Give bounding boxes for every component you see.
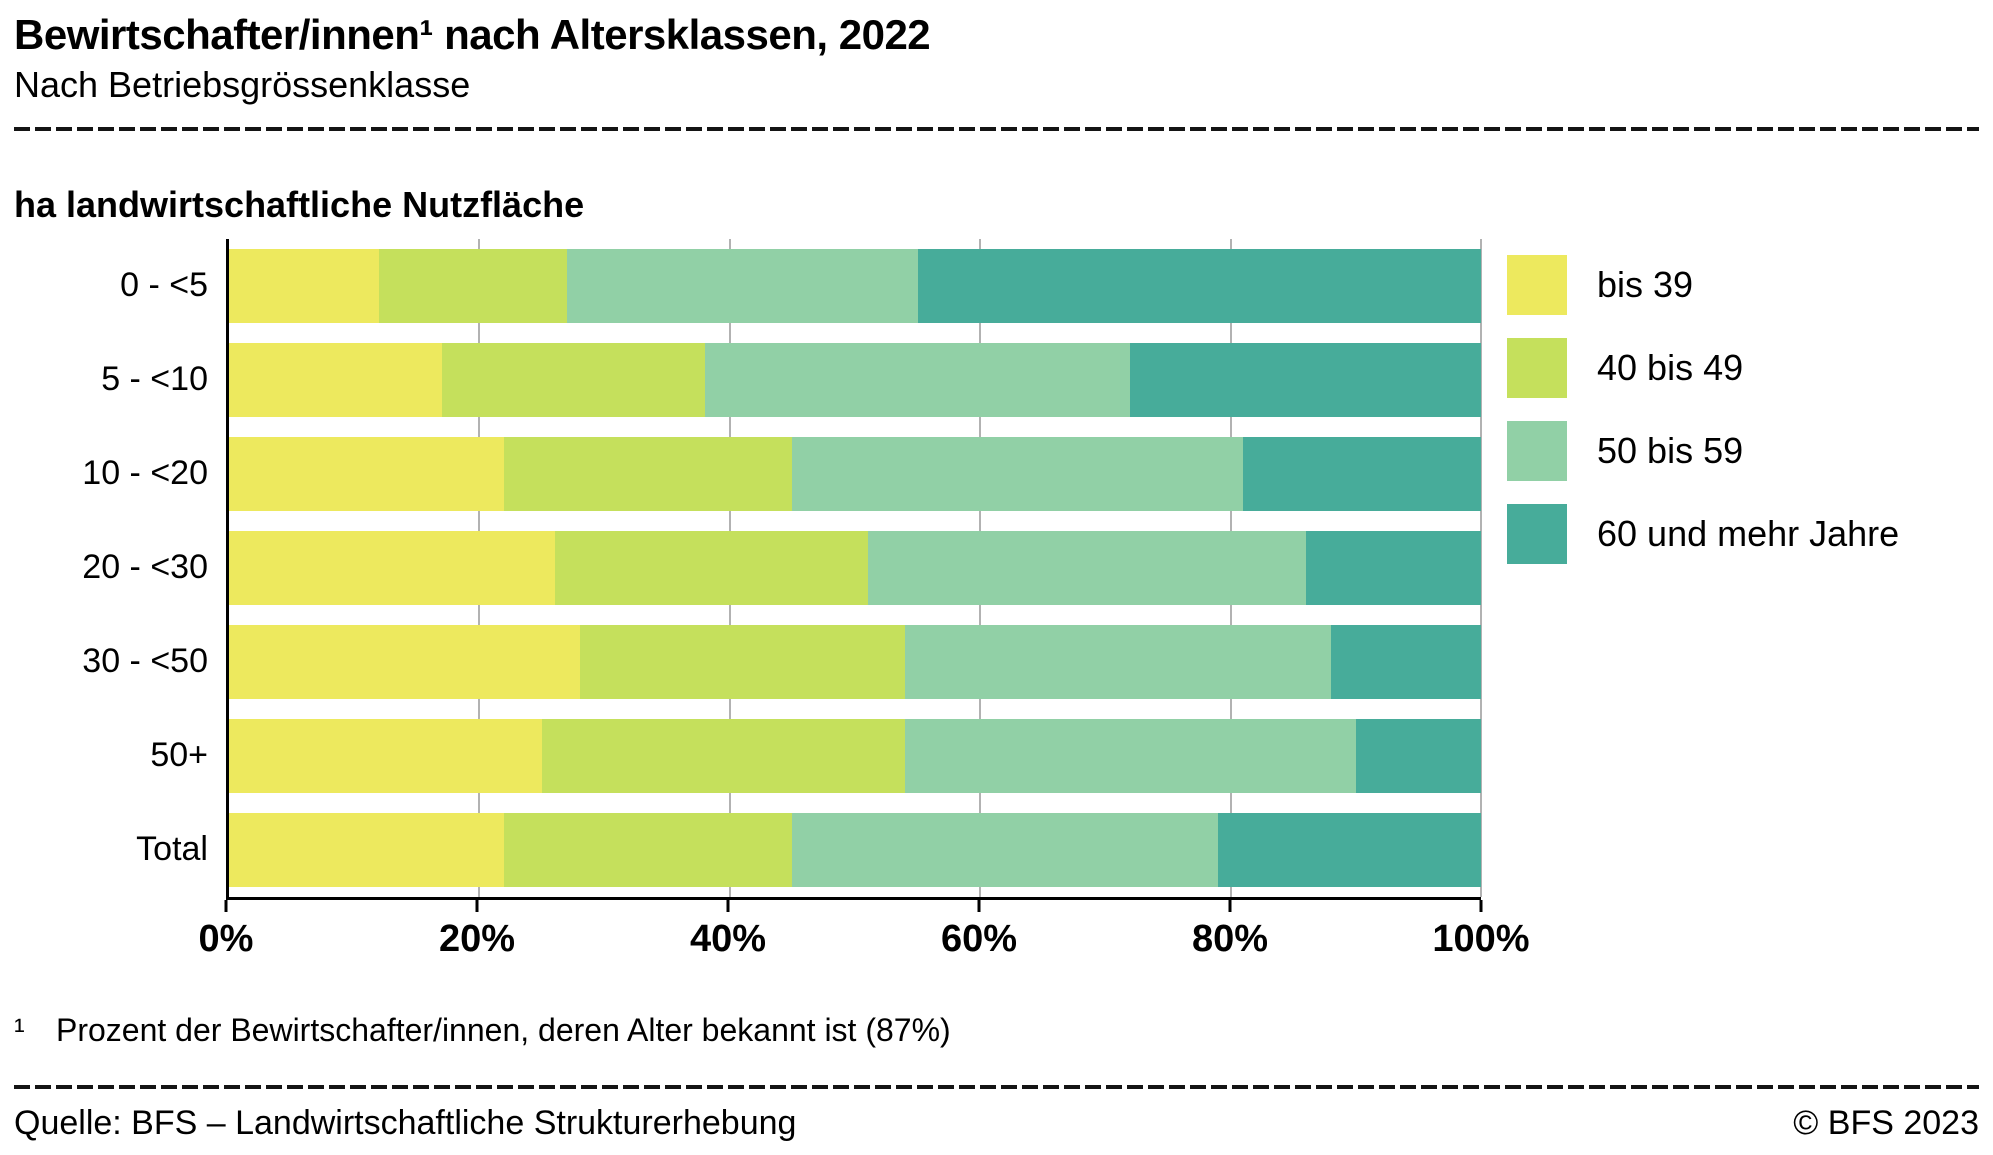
source-text: Quelle: BFS – Landwirtschaftliche Strukt… (14, 1104, 797, 1142)
footnote: ¹ Prozent der Bewirtschafter/innen, dere… (14, 1012, 1979, 1049)
chart-area: 0 - <5 5 - <10 10 - <20 20 - <30 30 - <50 50+… (14, 238, 1979, 900)
category-label: 5 - <10 (101, 360, 208, 399)
x-tick-mark (475, 899, 479, 912)
category-label: 0 - <5 (120, 266, 208, 305)
bar-segment (554, 530, 868, 605)
bar-row (229, 812, 1481, 887)
x-tick-label: 60% (940, 917, 1018, 960)
footer-divider (14, 1085, 1979, 1089)
bar-segment (1330, 624, 1481, 699)
bar-segment (441, 342, 705, 417)
x-tick-mark (726, 899, 730, 912)
category-label: 10 - <20 (82, 454, 208, 493)
legend-label: 60 und mehr Jahre (1597, 512, 1900, 554)
legend-label: bis 39 (1597, 263, 1694, 305)
bar-segment (1305, 530, 1481, 605)
footnote-text: Prozent der Bewirtschafter/innen, deren … (56, 1011, 951, 1048)
bar-segment (567, 248, 918, 323)
bar-segment (1243, 436, 1481, 511)
bar-row (229, 436, 1481, 511)
bar-row (229, 530, 1481, 605)
bar-segment (229, 436, 505, 511)
y-axis-title: ha landwirtschaftliche Nutzfläche (14, 184, 585, 226)
bar-segment (905, 718, 1356, 793)
legend-swatch (1507, 503, 1567, 564)
bar-segment (1130, 342, 1481, 417)
bar-row (229, 718, 1481, 793)
category-label: 30 - <50 (82, 642, 208, 681)
x-tick-label: 40% (689, 917, 767, 960)
x-tick-label: 20% (438, 917, 516, 960)
bar-segment (379, 248, 568, 323)
bar-segment (579, 624, 906, 699)
footnote-marker: ¹ (14, 1011, 25, 1048)
legend-item: 60 und mehr Jahre (1507, 503, 1900, 564)
bar-segment (229, 718, 542, 793)
bar-segment (229, 342, 442, 417)
plot-area (226, 238, 1482, 900)
bar-row (229, 624, 1481, 699)
category-label: 20 - <30 (82, 548, 208, 587)
legend-item: bis 39 (1507, 254, 1899, 315)
page-title: Bewirtschafter/innen¹ nach Altersklassen… (14, 11, 931, 58)
x-tick-mark (1479, 899, 1483, 912)
legend-label: 50 bis 59 (1597, 429, 1744, 471)
bar-segment (229, 248, 380, 323)
bar-segment (504, 812, 793, 887)
header-divider (14, 127, 1979, 132)
bar-segment (867, 530, 1306, 605)
bar-segment (917, 248, 1481, 323)
bar-segment (792, 436, 1244, 511)
bar-segment (504, 436, 793, 511)
x-axis: 0% 20% 40% 60% 80% 100% (199, 899, 1530, 978)
x-tick-mark (977, 899, 981, 912)
bar-segment (229, 812, 505, 887)
legend-swatch (1507, 254, 1567, 315)
footer: Quelle: BFS – Landwirtschaftliche Strukt… (14, 1104, 1979, 1143)
bar-segment (1218, 812, 1481, 887)
copyright-text: © BFS 2023 (1793, 1104, 1979, 1142)
legend-item: 40 bis 49 (1507, 337, 1899, 398)
bar-segment (229, 530, 555, 605)
bar-segment (792, 812, 1219, 887)
bar-segment (704, 342, 1131, 417)
x-tick-label: 100% (1432, 917, 1530, 960)
x-tick-mark (1228, 899, 1232, 912)
bar-row (229, 248, 1481, 323)
category-label: 50+ (150, 736, 208, 775)
bar-row (229, 342, 1481, 417)
legend-label: 40 bis 49 (1597, 346, 1744, 388)
legend-swatch (1507, 337, 1567, 398)
category-label: Total (136, 830, 208, 869)
legend-item: 50 bis 59 (1507, 420, 1899, 481)
page-subtitle: Nach Betriebsgrössenklasse (14, 64, 471, 106)
bar-segment (905, 624, 1331, 699)
legend-swatch (1507, 420, 1567, 481)
bar-segment (229, 624, 580, 699)
legend: bis 39 40 bis 49 50 bis 59 60 und mehr Jahr… (1507, 239, 1899, 587)
x-tick-label: 0% (198, 917, 254, 960)
bar-segment (542, 718, 906, 793)
bar-segment (1355, 718, 1481, 793)
category-labels-column: 0 - <5 5 - <10 10 - <20 20 - <30 30 - <50 50+… (14, 239, 226, 897)
x-tick-label: 80% (1191, 917, 1269, 960)
x-tick-mark (224, 899, 228, 912)
